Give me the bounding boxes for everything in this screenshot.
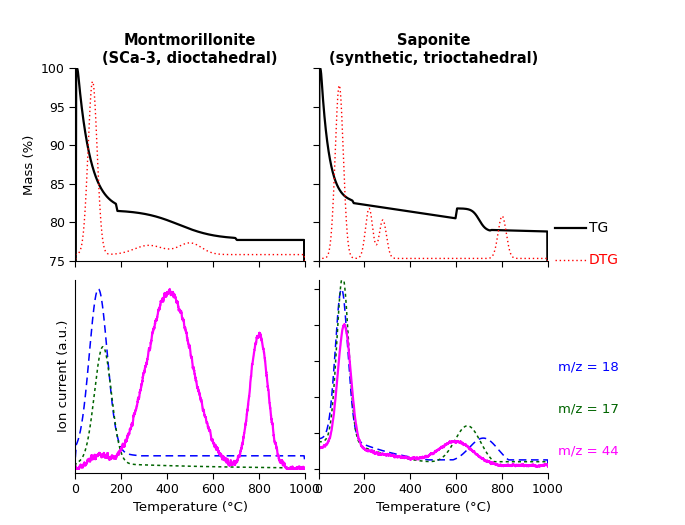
Text: m/z = 44: m/z = 44 bbox=[558, 445, 619, 458]
Text: m/z = 17: m/z = 17 bbox=[558, 403, 619, 416]
Title: Montmorillonite
(SCa-3, dioctahedral): Montmorillonite (SCa-3, dioctahedral) bbox=[102, 33, 278, 66]
X-axis label: Temperature (°C): Temperature (°C) bbox=[376, 501, 490, 514]
Y-axis label: Mass (%): Mass (%) bbox=[23, 134, 36, 195]
Text: DTG: DTG bbox=[589, 253, 619, 267]
Text: TG: TG bbox=[589, 222, 608, 235]
Text: m/z = 18: m/z = 18 bbox=[558, 361, 619, 374]
Y-axis label: Ion current (a.u.): Ion current (a.u.) bbox=[57, 320, 70, 433]
X-axis label: Temperature (°C): Temperature (°C) bbox=[133, 501, 247, 514]
Title: Saponite
(synthetic, trioctahedral): Saponite (synthetic, trioctahedral) bbox=[329, 33, 538, 66]
